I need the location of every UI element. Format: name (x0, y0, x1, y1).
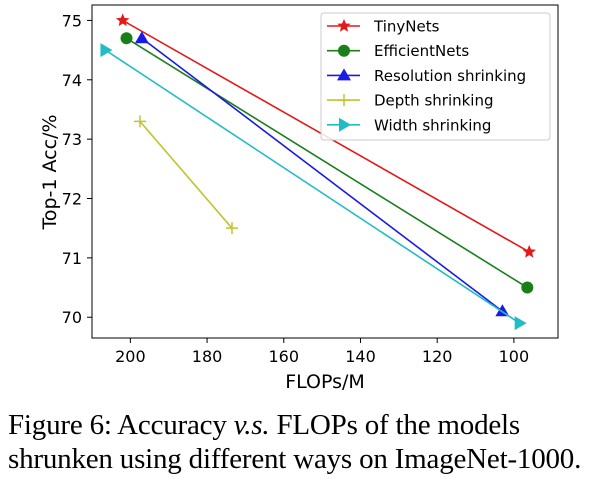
legend-marker (339, 117, 351, 132)
legend-label: Width shrinking (374, 116, 491, 134)
y-tick-label: 73 (62, 130, 82, 149)
x-tick-label: 180 (192, 347, 223, 366)
legend-label: EfficientNets (374, 42, 469, 60)
y-axis-label: Top-1 Acc/% (39, 114, 61, 230)
y-tick-label: 71 (62, 249, 82, 268)
y-tick-label: 72 (62, 190, 82, 209)
legend-marker (338, 44, 350, 57)
series-width-shrinking (100, 43, 527, 331)
legend-label: TinyNets (373, 18, 440, 36)
legend: TinyNets EfficientNets Resolution shrinkin… (320, 12, 551, 141)
x-tick-label: 140 (345, 347, 376, 366)
series-line (139, 120, 233, 229)
data-point (225, 222, 238, 235)
plot-frame (91, 4, 559, 339)
chart: Top-1 Acc/% FLOPs/M 200 180 160 140 120 100 70… (39, 4, 559, 393)
caption-italic: v.s. (233, 409, 270, 441)
legend-label: Depth shrinking (374, 92, 494, 110)
caption-prefix: Figure 6: Accuracy (8, 409, 234, 441)
x-tick-label: 120 (422, 347, 453, 366)
series-line (141, 37, 503, 312)
legend-label: Resolution shrinking (374, 67, 526, 85)
data-point (133, 115, 146, 128)
data-point (120, 32, 133, 45)
y-tick-label: 74 (62, 71, 82, 90)
data-point (522, 244, 536, 258)
x-axis-label: FLOPs/M (285, 371, 365, 393)
series-line (126, 37, 528, 289)
data-point (134, 31, 149, 44)
data-point (521, 281, 534, 294)
data-point (514, 316, 527, 331)
x-tick-label: 100 (499, 347, 530, 366)
series-depth-shrinking (133, 115, 238, 235)
caption-suffix: FLOPs of the models shrunken using diffe… (8, 409, 582, 475)
y-tick-label: 75 (62, 11, 82, 30)
data-point (116, 13, 130, 27)
legend-box (320, 12, 551, 141)
x-tick-label: 200 (115, 347, 146, 366)
legend-marker (337, 19, 351, 32)
figure-caption: Figure 6: Accuracy v.s. FLOPs of the mod… (8, 408, 598, 476)
data-point (100, 43, 113, 58)
x-tick-label: 160 (268, 347, 299, 366)
legend-marker (337, 68, 351, 81)
series-line (104, 49, 521, 324)
y-tick-label: 70 (62, 308, 82, 327)
series-efficientnets (120, 32, 534, 294)
legend-marker (338, 94, 350, 107)
